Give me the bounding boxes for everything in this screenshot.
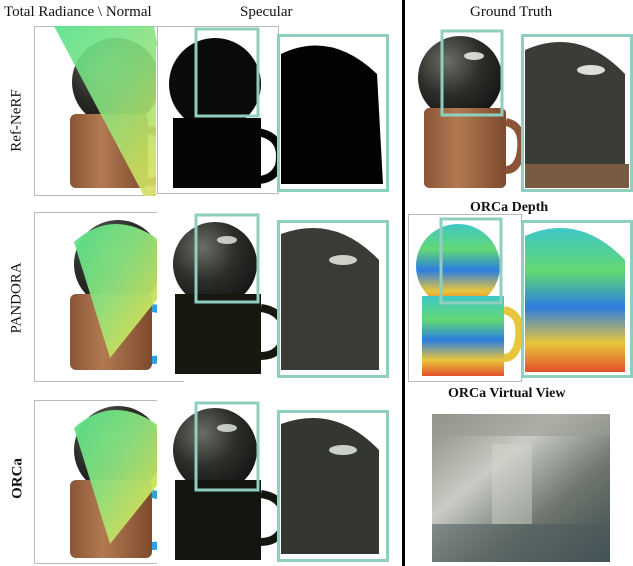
- header-specular: Specular: [240, 4, 293, 20]
- orca-virtual-view-image: [432, 414, 610, 562]
- row-label-ref-nerf: Ref-NeRF: [8, 89, 25, 152]
- caption-orca-virtual-view: ORCa Virtual View: [448, 386, 566, 401]
- pandora-specular-image: [157, 212, 279, 380]
- row-label-pandora: PANDORA: [8, 262, 25, 334]
- orca-specular-zoom: [277, 410, 389, 562]
- orca-specular-image: [157, 400, 279, 564]
- ref-nerf-specular-zoom: [277, 34, 389, 192]
- ref-nerf-specular-image: [157, 26, 279, 194]
- header-ground-truth: Ground Truth: [470, 4, 553, 20]
- ground-truth-zoom: [521, 34, 633, 192]
- caption-orca-depth: ORCa Depth: [470, 200, 549, 215]
- column-divider: [402, 0, 405, 566]
- orca-depth-zoom: [521, 220, 633, 378]
- ground-truth-image: [412, 26, 522, 192]
- orca-depth-image: [408, 214, 522, 382]
- pandora-specular-zoom: [277, 220, 389, 378]
- header-total-radiance-normal: Total Radiance \ Normal: [4, 4, 152, 20]
- row-label-orca: ORCa: [9, 458, 26, 499]
